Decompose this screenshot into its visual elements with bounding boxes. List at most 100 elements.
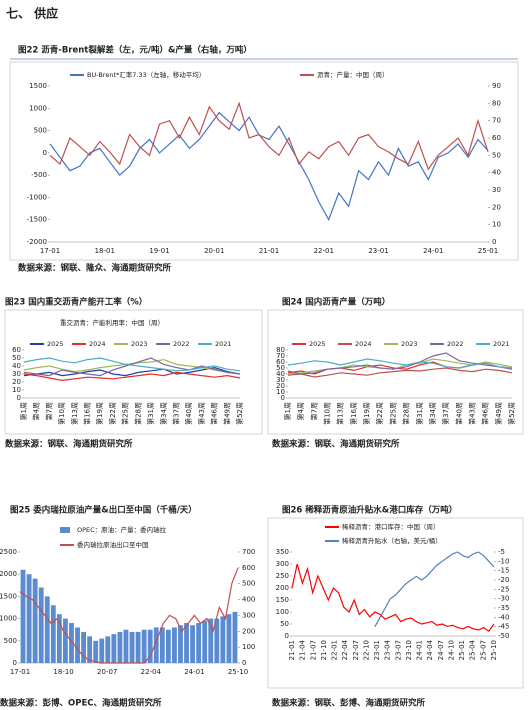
x-tick-label: 24-04 xyxy=(426,639,434,660)
figure-source: 数据来源：钢联、隆众、海通期货研究所 xyxy=(18,263,172,274)
figure-title: 图25 委内瑞拉原油产量&出口至中国（千桶/天） xyxy=(10,505,197,516)
bar xyxy=(196,623,202,663)
bar xyxy=(32,578,38,663)
x-tick-label: 第34周 xyxy=(159,402,168,425)
figure-source: 数据来源：钢联、海通期货研究所 xyxy=(5,439,133,450)
frame xyxy=(267,309,524,435)
x-tick-label: 第43周 xyxy=(467,402,476,425)
y2-tick-label: -35 xyxy=(498,604,509,612)
x-tick-label: 第43周 xyxy=(197,402,206,425)
x-tick-label: 第1周 xyxy=(283,402,292,420)
legend-label: 沥青：产量：中国（周） xyxy=(317,70,389,79)
y2-tick-label: 40 xyxy=(492,169,501,177)
y-tick-label: 2500 xyxy=(0,548,17,556)
x-tick-label: 22-04 xyxy=(141,668,162,676)
bar xyxy=(56,614,62,663)
x-tick-label: 第37周 xyxy=(171,402,180,425)
x-tick-label: 23-01 xyxy=(368,247,388,255)
series-line xyxy=(49,101,489,171)
y2-tick-label: 20 xyxy=(492,203,501,211)
series-line xyxy=(374,551,495,627)
figure-title: 图23 国内重交沥青产能开工率（%） xyxy=(5,297,147,308)
x-tick-label: 22-01 xyxy=(331,640,339,660)
x-tick-label: 第25周 xyxy=(388,402,397,425)
series-line xyxy=(291,563,495,633)
x-tick-label: 第28周 xyxy=(402,402,411,425)
frame xyxy=(267,517,524,689)
x-tick-label: 21-01 xyxy=(288,640,296,660)
x-tick-label: 20-01 xyxy=(204,247,224,255)
bar xyxy=(147,629,153,663)
frame xyxy=(4,309,263,435)
y-tick-label: 0 xyxy=(17,394,21,402)
series-line xyxy=(19,567,239,664)
figure-source: 数据来源：彭博、OPEC、海通期货研究所 xyxy=(0,698,162,709)
y-tick-label: 0 xyxy=(13,659,17,667)
y2-tick-label: 200 xyxy=(242,627,255,635)
y-tick-label: 40 xyxy=(12,362,21,370)
x-tick-label: 第31周 xyxy=(146,402,155,425)
x-tick-label: 24-01 xyxy=(184,668,204,676)
bar xyxy=(135,631,141,663)
legend-label: 2024 xyxy=(355,340,372,348)
bar xyxy=(165,629,171,663)
y2-tick-label: 100 xyxy=(242,643,255,651)
bar xyxy=(171,627,177,663)
bar xyxy=(26,574,32,663)
x-tick-label: 24-01 xyxy=(423,247,443,255)
y2-tick-label: -45 xyxy=(498,623,509,631)
legend-label: 稀释沥青：港口库存：中国（周） xyxy=(342,522,440,531)
legend-label: 2025 xyxy=(309,340,326,348)
y-tick-label: 500 xyxy=(34,127,47,135)
series-line xyxy=(23,357,241,372)
bar xyxy=(123,629,129,663)
y-tick-label: 30 xyxy=(12,370,21,378)
y-tick-label: 350 xyxy=(276,548,289,556)
x-tick-label: 21-01 xyxy=(259,247,279,255)
x-tick-label: 17-01 xyxy=(40,247,60,255)
x-tick-label: 第40周 xyxy=(184,402,193,425)
y2-tick-label: -30 xyxy=(498,595,509,603)
series-line xyxy=(23,366,241,377)
x-tick-label: 第4周 xyxy=(296,402,305,420)
bar xyxy=(75,627,80,663)
y2-tick-label: 700 xyxy=(242,548,255,556)
bar xyxy=(232,611,238,663)
x-tick-label: 第22周 xyxy=(108,402,117,425)
bar xyxy=(159,627,165,663)
legend-label: 委内瑞拉原油出口至中国 xyxy=(77,540,149,549)
x-tick-label: 23-10 xyxy=(405,640,413,660)
bar xyxy=(50,605,56,663)
y-tick-label: 150 xyxy=(276,596,289,604)
bar xyxy=(111,634,117,663)
y2-tick-label: 50 xyxy=(492,151,501,159)
x-tick-label: 第31周 xyxy=(415,402,424,425)
x-tick-label: 第16周 xyxy=(349,402,358,425)
figure-title: 图24 国内沥青产量（万吨） xyxy=(282,297,390,308)
y-tick-label: 20 xyxy=(12,378,21,386)
bar xyxy=(87,636,93,663)
bar xyxy=(99,638,105,663)
y-tick-label: 20 xyxy=(276,382,285,390)
x-tick-label: 第46周 xyxy=(481,402,490,425)
x-tick-label: 第25周 xyxy=(121,402,130,425)
y-tick-label: 1500 xyxy=(0,592,17,600)
y2-tick-label: 80 xyxy=(492,99,501,107)
x-tick-label: 第10周 xyxy=(57,402,66,425)
bar xyxy=(62,618,68,663)
section-heading: 七、 供应 xyxy=(6,6,58,21)
x-tick-label: 第7周 xyxy=(309,402,318,420)
bar xyxy=(44,596,50,663)
y2-tick-label: -10 xyxy=(498,557,509,565)
legend-label: 2021 xyxy=(215,340,232,348)
y2-tick-label: 60 xyxy=(492,134,501,142)
y-tick-label: 500 xyxy=(4,637,17,645)
y-tick-label: 80 xyxy=(276,346,285,354)
x-tick-label: 25-04 xyxy=(469,639,477,660)
y2-tick-label: 10 xyxy=(492,221,501,229)
y2-tick-label: -40 xyxy=(498,613,509,621)
series-line xyxy=(287,367,513,378)
y2-tick-label: 0 xyxy=(492,238,496,246)
legend-label: 2024 xyxy=(89,340,106,348)
x-tick-label: 第1周 xyxy=(19,402,28,420)
